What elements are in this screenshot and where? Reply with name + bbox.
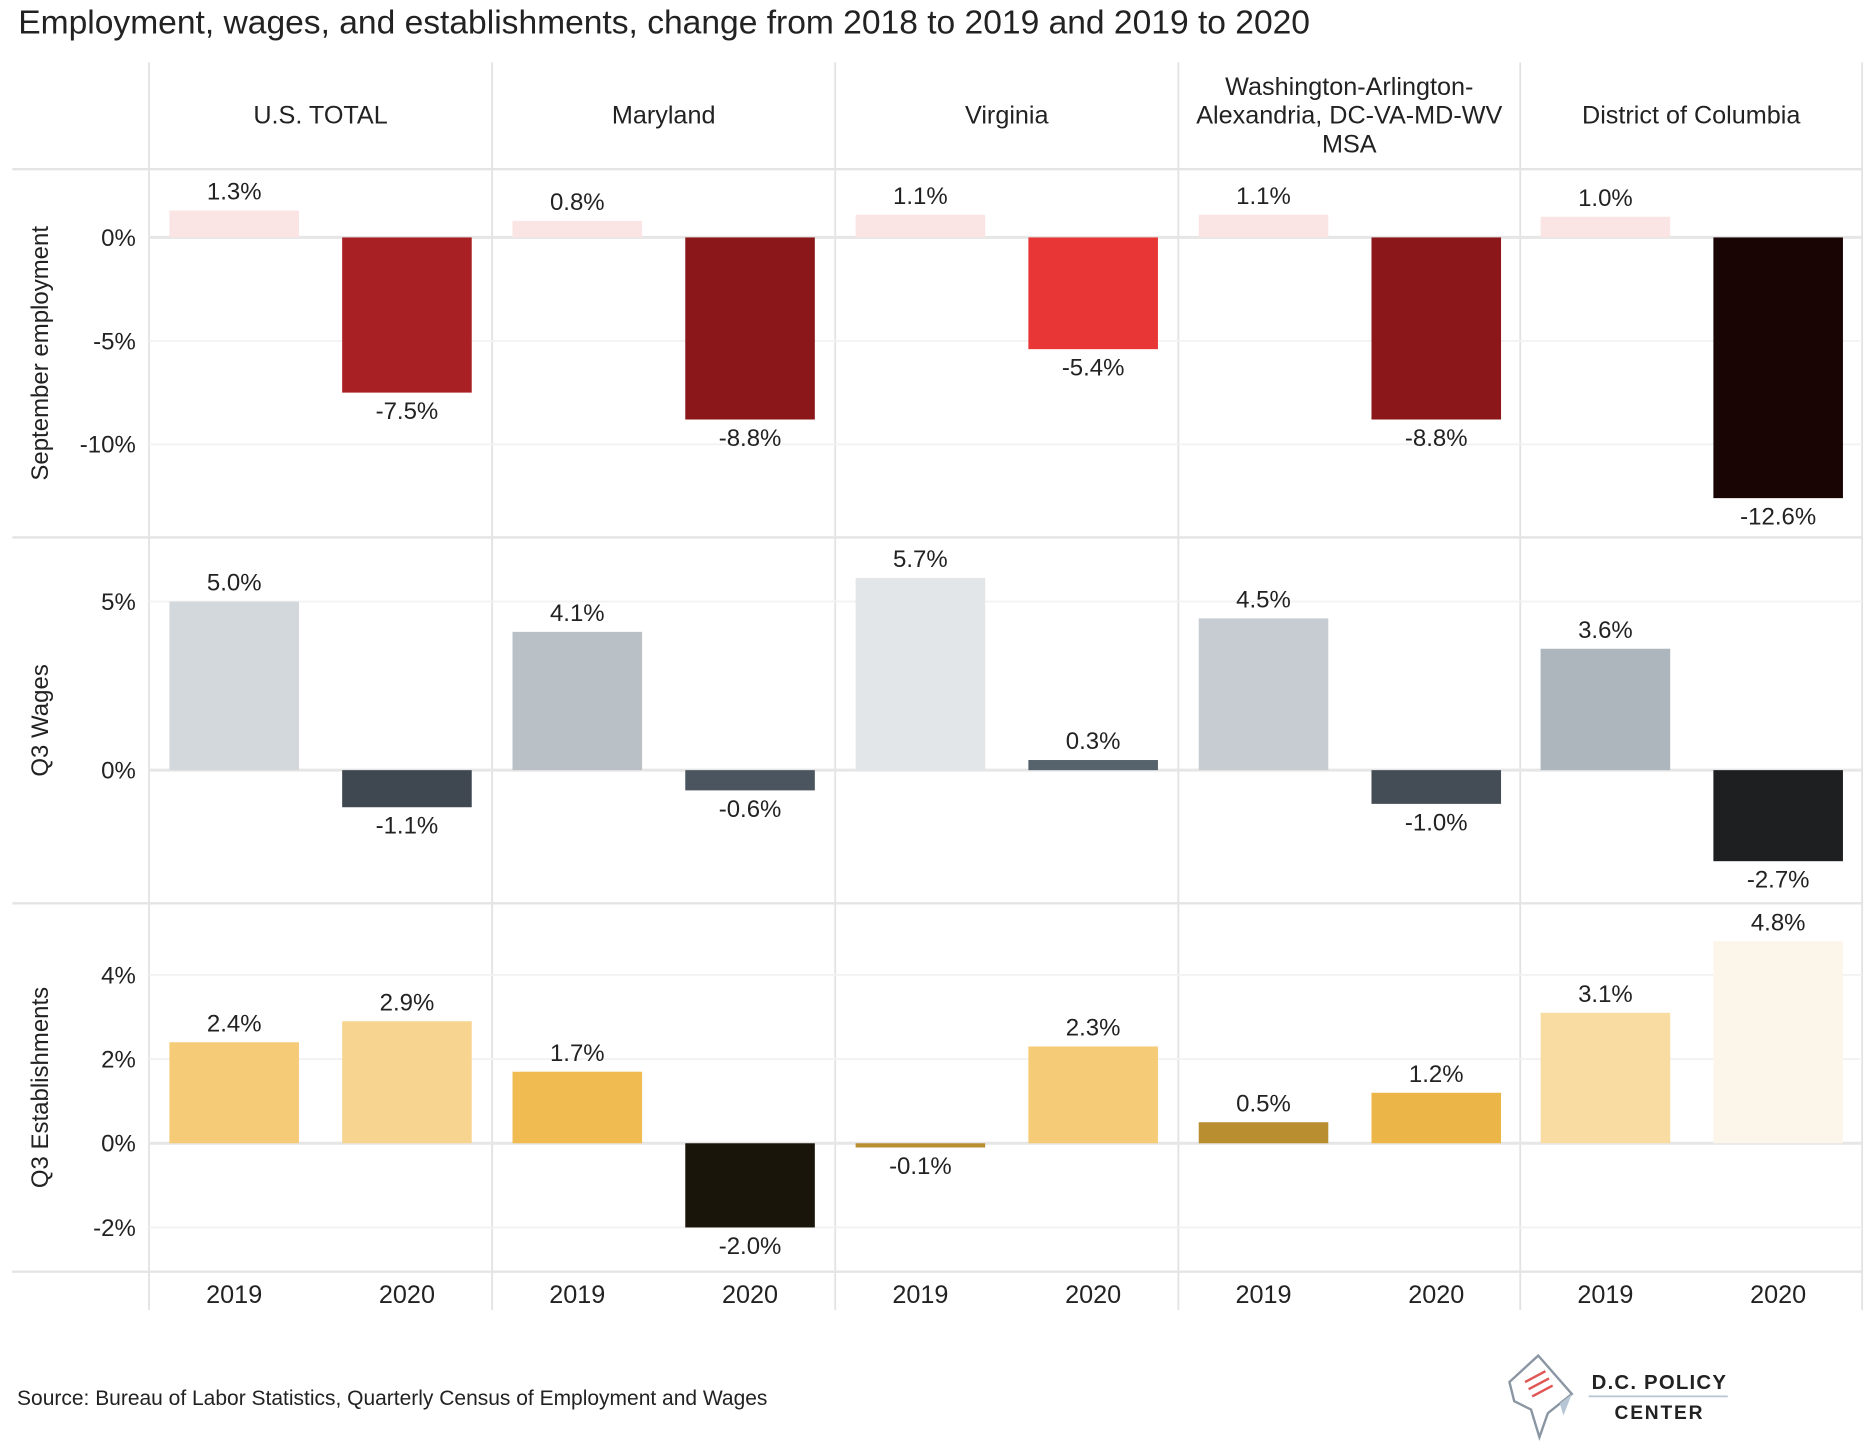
bar [1713,941,1843,1144]
bar [855,214,986,238]
region-header: Alexandria, DC-VA-MD-WV [1196,102,1502,130]
chart-marks: U.S. TOTAL Maryland Virginia Washington-Arl… [27,73,1843,1309]
bar [1371,1092,1502,1144]
bar [855,1143,986,1148]
data-label: 1.1% [893,183,948,210]
bar [1028,760,1158,771]
svg-text:D.C. POLICY: D.C. POLICY [1592,1372,1727,1394]
data-label: 5.7% [893,546,948,573]
x-tick-label: 2020 [379,1281,435,1309]
data-label: -8.8% [1405,425,1468,452]
y-tick-label: 0% [101,1131,136,1158]
bar [1371,237,1502,420]
data-label: -2.0% [719,1233,782,1260]
bar [1713,237,1843,499]
y-tick-label: 0% [101,758,136,785]
data-label: -0.1% [889,1153,952,1180]
bar [685,1143,815,1228]
row-axis-label: Q3 Establishments [27,987,54,1188]
bar [1713,770,1843,862]
bar [1198,214,1329,238]
region-header: Maryland [612,102,716,130]
bar [342,1021,472,1144]
bar [1028,237,1158,350]
bar [1198,1122,1329,1144]
bar [1540,216,1671,238]
data-label: -7.5% [376,398,439,425]
bar [1198,618,1329,771]
data-label: 1.1% [1236,183,1291,210]
x-tick-label: 2019 [206,1281,262,1309]
row-axis-label: Q3 Wages [27,664,54,776]
data-label: 0.8% [550,189,605,216]
y-tick-label: 4% [101,962,136,989]
row-axis-label: September employment [27,226,54,481]
bar [1028,1046,1158,1144]
y-tick-label: -10% [80,432,136,459]
region-header: U.S. TOTAL [253,102,387,130]
x-tick-label: 2019 [1235,1281,1291,1309]
data-label: 0.3% [1066,728,1121,755]
bar [685,770,815,791]
bar [169,210,299,238]
bar [169,1042,299,1144]
svg-text:CENTER: CENTER [1615,1403,1705,1424]
region-header: Washington-Arlington- [1225,73,1473,101]
data-label: 1.0% [1578,185,1633,212]
x-tick-label: 2020 [722,1281,778,1309]
dc-policy-center-logo: D.C. POLICY CENTER [1508,1353,1728,1442]
x-tick-label: 2020 [1750,1281,1806,1309]
data-label: -5.4% [1062,355,1125,382]
logo-map-fold [1559,1394,1572,1416]
data-label: 1.3% [207,179,262,206]
y-tick-label: -2% [93,1215,136,1242]
data-label: 3.6% [1578,617,1633,644]
data-label: -1.0% [1405,809,1468,836]
source-note: Source: Bureau of Labor Statistics, Quar… [17,1387,767,1410]
y-tick-label: 5% [101,589,136,616]
bar [512,220,643,238]
data-label: 2.9% [380,989,435,1016]
chart-title: Employment, wages, and establishments, c… [18,5,1310,42]
data-label: -0.6% [719,796,782,823]
region-header: MSA [1322,130,1377,158]
data-label: -1.1% [376,813,439,840]
data-label: 2.4% [207,1010,262,1037]
bar [512,631,643,771]
bar [1540,648,1671,771]
data-label: -2.7% [1747,867,1810,894]
x-tick-label: 2019 [1577,1281,1633,1309]
data-label: 4.1% [550,600,605,627]
bar [512,1071,643,1144]
data-label: 4.5% [1236,587,1291,614]
data-label: 1.7% [550,1040,605,1067]
data-label: 5.0% [207,570,262,597]
region-header: Virginia [965,102,1050,130]
logo-map-icon [1508,1353,1574,1442]
data-label: 1.2% [1409,1061,1464,1088]
bar [169,601,299,771]
x-tick-label: 2020 [1408,1281,1464,1309]
x-tick-label: 2019 [892,1281,948,1309]
data-label: -12.6% [1740,504,1816,531]
data-label: 2.3% [1066,1015,1121,1042]
bar [1371,770,1502,804]
region-header: District of Columbia [1582,102,1801,130]
bar [1540,1012,1671,1144]
y-tick-label: 2% [101,1046,136,1073]
data-label: 4.8% [1751,909,1806,936]
bar [855,577,986,771]
y-tick-label: 0% [101,225,136,252]
x-tick-label: 2019 [549,1281,605,1309]
data-label: 0.5% [1236,1090,1291,1117]
bar [342,770,472,808]
x-tick-label: 2020 [1065,1281,1121,1309]
bar [342,237,472,393]
bar [685,237,815,420]
data-label: -8.8% [719,425,782,452]
y-tick-label: -5% [93,328,136,355]
data-label: 3.1% [1578,981,1633,1008]
